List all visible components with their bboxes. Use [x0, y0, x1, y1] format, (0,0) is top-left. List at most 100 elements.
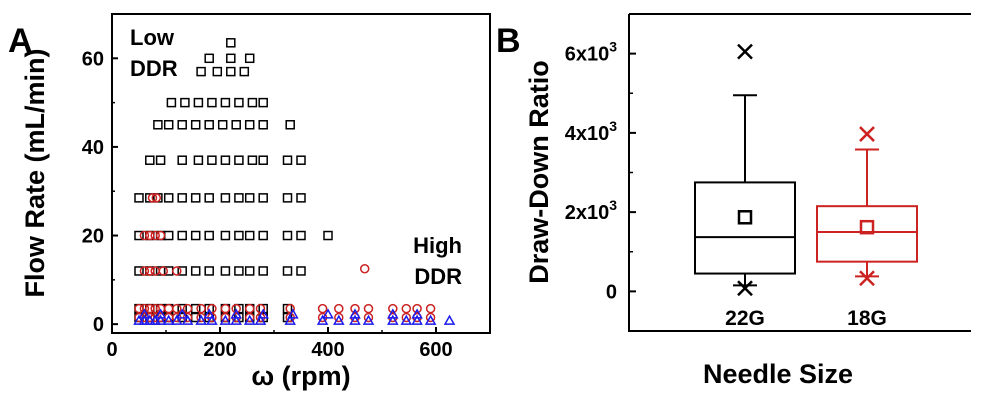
circle-point [145, 230, 155, 241]
square-point [296, 266, 306, 276]
square-point [163, 193, 174, 203]
triangle-point [349, 314, 361, 325]
circle-point [182, 303, 193, 314]
panel-a-y-axis-title: Flow Rate (mL/min) [20, 49, 50, 298]
square-point [247, 155, 258, 165]
triangle-point [254, 314, 267, 325]
circle-point [139, 303, 150, 314]
panel-b-boxes: 22G 18G [694, 43, 918, 330]
circle-point [334, 312, 344, 323]
square-point [296, 155, 306, 165]
panel-b-x-axis-title: Needle Size [703, 359, 853, 389]
square-point [177, 230, 187, 241]
square-point [244, 266, 255, 276]
circle-point [145, 303, 155, 314]
circle-point [244, 312, 255, 323]
square-point [204, 120, 214, 130]
triangle-point [171, 314, 183, 325]
triangle-point [162, 314, 175, 325]
panel-b-axes: 0 2x103 4x103 6x103 [565, 39, 636, 303]
y-tick-label: 0 [93, 314, 104, 336]
circle-point [134, 303, 144, 314]
square-point [282, 303, 293, 314]
square-point [177, 303, 187, 314]
triangle-point [362, 314, 375, 325]
circle-point [147, 193, 158, 203]
panel-a-points [133, 38, 456, 325]
circle-point [255, 303, 266, 314]
square-point [177, 120, 187, 130]
triangle-point [195, 314, 207, 325]
circle-point [196, 303, 206, 314]
square-point [190, 120, 201, 130]
circle-point [231, 303, 241, 314]
circle-point [139, 266, 150, 276]
circle-point [412, 303, 422, 314]
circle-point [158, 266, 169, 276]
x-tick-label: 200 [203, 339, 236, 361]
triangle-point [206, 314, 218, 325]
square-point [204, 266, 214, 276]
outlier-marker [737, 43, 753, 60]
triangle-point [149, 314, 161, 325]
triangle-point [176, 308, 188, 319]
category-label: 22G [725, 307, 765, 330]
circle-point [363, 312, 374, 323]
square-point [220, 97, 231, 108]
y-tick-label: 0 [606, 281, 617, 303]
triangle-point [219, 314, 232, 325]
square-point [234, 303, 244, 314]
square-point [180, 97, 190, 108]
triangle-point [284, 314, 296, 325]
square-point [244, 120, 255, 130]
circle-point [145, 266, 155, 276]
outlier-marker [859, 270, 875, 287]
triangle-point [333, 314, 345, 325]
square-point [220, 266, 231, 276]
panel-a-frame [111, 13, 491, 334]
circle-point [151, 193, 162, 203]
circle-point [207, 303, 217, 314]
triangle-point [154, 308, 167, 319]
square-point [163, 120, 174, 130]
circle-point [401, 312, 412, 323]
square-point [204, 230, 214, 241]
panel-label-a: A [8, 22, 33, 60]
square-point [226, 38, 236, 48]
circle-point [150, 303, 160, 314]
square-point [190, 193, 201, 203]
box [816, 205, 918, 263]
square-point [217, 120, 228, 130]
square-point [163, 230, 174, 241]
square-point [282, 155, 293, 165]
square-point [234, 155, 244, 165]
square-point [207, 155, 217, 165]
square-point [220, 230, 231, 241]
square-point [134, 230, 144, 241]
triangle-point [138, 314, 151, 325]
circle-point [155, 230, 166, 241]
square-point [134, 193, 144, 203]
outlier-marker [737, 280, 753, 297]
square-point [226, 66, 236, 77]
circle-point [350, 303, 360, 314]
circle-point [163, 303, 174, 314]
square-point [244, 53, 255, 64]
annotation-high-ddr: DDR [414, 264, 462, 289]
triangle-point [387, 308, 399, 319]
square-point [258, 303, 268, 314]
circle-point [425, 312, 436, 323]
panel-a-annotations: Low DDR High DDR [130, 25, 462, 289]
circle-point [401, 303, 412, 314]
triangle-point [387, 314, 399, 325]
square-point [134, 266, 144, 276]
triangle-point [287, 308, 299, 319]
square-point [220, 193, 231, 203]
circle-point [334, 303, 344, 314]
square-point [204, 53, 214, 64]
mean-marker [859, 219, 875, 235]
y-tick-label: 4x103 [565, 118, 618, 145]
